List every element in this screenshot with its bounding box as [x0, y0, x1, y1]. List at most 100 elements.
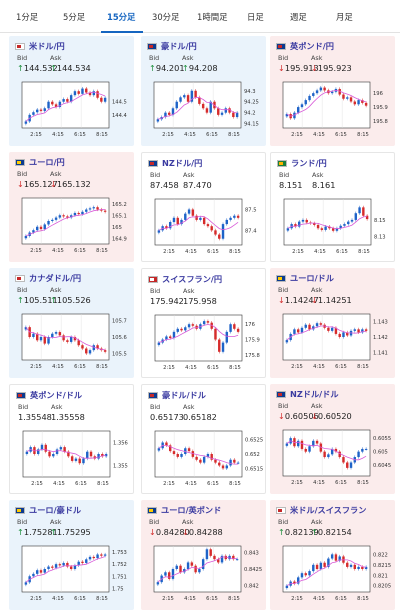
candle-body	[214, 459, 217, 463]
y-tick-label: 94.15	[244, 122, 259, 128]
candle-body	[176, 328, 179, 332]
candle-body	[184, 327, 187, 331]
ask-price: 0.65182	[183, 412, 217, 422]
candle-body	[308, 571, 311, 576]
x-tick-label: 4:15	[185, 481, 197, 487]
tab-2[interactable]: 15分足	[107, 12, 136, 22]
candle-body	[353, 101, 357, 105]
pair-name[interactable]: 豪ドル/円	[161, 41, 197, 51]
price-chart[interactable]: 0.6055 0.605 0.6045 2:15 4:15 6:15 8:15	[280, 428, 391, 488]
moving-average-line	[26, 448, 107, 459]
candle-body	[199, 217, 202, 220]
candle-body	[63, 447, 66, 452]
pair-name[interactable]: スイスフラン/円	[162, 274, 223, 284]
flag-icon	[276, 391, 286, 398]
candle-body	[69, 337, 73, 342]
price-chart[interactable]: 1.356 1.355 2:15 4:15 6:15 8:15	[20, 429, 128, 489]
candle-body	[66, 562, 69, 567]
candle-body	[186, 95, 190, 102]
candle-body	[43, 224, 46, 230]
candle-body	[221, 342, 225, 352]
price-chart[interactable]: 196 195.9 195.8 2:15 4:15 6:15 8:15	[280, 80, 388, 140]
x-tick-label: 8:15	[96, 132, 108, 138]
rate-card[interactable]: 豪ドル/円 Bid ↑94.201 Ask ↑94.208 94.3 94.25 94.2 94…	[141, 36, 266, 146]
candle-body	[342, 94, 345, 99]
price-chart[interactable]: 1.143 1.142 1.141 2:15 4:15 6:15 8:15	[280, 312, 388, 372]
pair-name[interactable]: 米ドル/スイスフラン	[290, 505, 367, 515]
tab-0[interactable]: 1分足	[16, 12, 39, 22]
bid-price: 8.151	[279, 180, 303, 190]
pair-name[interactable]: 米ドル/円	[29, 41, 65, 51]
price-chart[interactable]: 144.5 144.4 2:15 4:15 6:15 8:15	[19, 80, 128, 140]
price-chart[interactable]: 8.15 8.13 2:15 4:15 6:15 8:15	[281, 197, 389, 257]
up-arrow-icon: ↑	[17, 527, 24, 537]
rate-card[interactable]: NZドル/円 Bid 87.458 Ask 87.470 87.5 87.4 2:15 4:15…	[141, 152, 266, 262]
rate-card[interactable]: ランド/円 Bid 8.151 Ask 8.161 8.15 8.13 2:15 4:15 6:1…	[270, 152, 395, 262]
price-chart[interactable]: 0.822 0.8215 0.821 0.8205 2:15 4:15 6:15 8:15	[280, 544, 391, 604]
tab-3[interactable]: 30分足	[152, 12, 180, 22]
x-tick-label: 4:15	[313, 132, 325, 138]
rate-card[interactable]: ユーロ/ドル Bid ↓1.14247 Ask ↓1.14251 1.143 1.142 1.…	[270, 268, 395, 378]
pair-name[interactable]: カナダドル/円	[29, 273, 82, 283]
pair-name[interactable]: NZドル/ドル	[290, 389, 339, 399]
pair-name[interactable]: 豪ドル/ドル	[162, 390, 206, 400]
pair-name[interactable]: ユーロ/豪ドル	[29, 505, 82, 515]
tab-4[interactable]: 1時間足	[197, 12, 228, 22]
candle-body	[224, 108, 228, 113]
moving-average-line	[286, 440, 367, 461]
candle-body	[88, 350, 92, 354]
ask-value: ↑1.75295	[50, 527, 91, 537]
moving-average-line	[25, 556, 106, 583]
flag-emblem-icon	[149, 45, 153, 48]
x-tick-label: 6:15	[207, 481, 219, 487]
rate-card[interactable]: NZドル/ドル Bid ↓0.60506 Ask ↓0.60520 0.6055 0.605…	[270, 384, 395, 494]
price-chart[interactable]: 94.3 94.25 94.2 94.15 2:15 4:15 6:15 8:15	[151, 80, 259, 140]
candle-body	[365, 215, 369, 220]
price-chart[interactable]: 0.843 0.8425 0.842 2:15 4:15 6:15 8:15	[151, 544, 262, 604]
rate-card[interactable]: 英ポンド/円 Bid ↓195.913 Ask ↓195.923 196 195.9 195.…	[270, 36, 395, 146]
candle-body	[54, 564, 58, 568]
pair-name[interactable]: 英ポンド/ドル	[30, 390, 83, 400]
x-tick-label: 4:15	[185, 249, 197, 255]
candle-body	[229, 459, 232, 466]
rate-card[interactable]: カナダドル/円 Bid ↑105.511 Ask ↑105.526 105.7 105.6 1…	[9, 268, 134, 378]
x-tick-label: 2:15	[163, 249, 175, 255]
price-chart[interactable]: 105.7 105.6 105.5 2:15 4:15 6:15 8:15	[19, 312, 127, 372]
pair-name[interactable]: ユーロ/英ポンド	[161, 505, 222, 515]
pair-name[interactable]: ユーロ/円	[29, 157, 65, 167]
tab-5[interactable]: 日足	[247, 12, 264, 22]
pair-name[interactable]: 英ポンド/円	[290, 41, 334, 51]
price-chart[interactable]: 0.6525 0.652 0.6515 2:15 4:15 6:15 8:15	[152, 429, 263, 489]
flag-icon	[276, 507, 286, 514]
x-tick-label: 2:15	[162, 132, 174, 138]
tab-6[interactable]: 週足	[290, 12, 307, 22]
price-chart[interactable]: 176 175.9 175.8 2:15 4:15 6:15 8:15	[152, 313, 260, 373]
tab-7[interactable]: 月足	[336, 12, 353, 22]
rate-card[interactable]: 英ポンド/ドル Bid 1.35548 Ask 1.35558 1.356 1.355 2:1…	[9, 384, 134, 494]
candle-body	[190, 562, 194, 566]
rate-card[interactable]: ユーロ/英ポンド Bid ↓0.84280 Ask ↓0.84288 0.843 0.842…	[141, 500, 266, 610]
candle-body	[236, 215, 240, 218]
y-tick-label: 0.822	[373, 552, 388, 558]
rate-card[interactable]: ユーロ/円 Bid ↓165.127 Ask ↓165.132 165.2 165.1 165…	[9, 152, 134, 262]
candle-body	[304, 324, 307, 328]
price-chart[interactable]: 165.2 165.1 165 164.9 2:15 4:15 6:15 8:15	[19, 196, 127, 256]
ask-price: 175.958	[183, 296, 217, 306]
candle-body	[349, 462, 353, 468]
pair-name[interactable]: ユーロ/ドル	[290, 273, 334, 283]
price-chart[interactable]: 87.5 87.4 2:15 4:15 6:15 8:15	[152, 197, 260, 257]
ask-label: Ask	[50, 518, 62, 526]
rate-card[interactable]: スイスフラン/円 Bid 175.942 Ask 175.958 176 175.9 175.…	[141, 268, 266, 378]
candle-body	[225, 465, 229, 469]
candle-body	[232, 112, 235, 118]
rate-card[interactable]: ユーロ/豪ドル Bid ↑1.75281 Ask ↑1.75295 1.753 1.752 1…	[9, 500, 134, 610]
pair-name[interactable]: ランド/円	[291, 158, 327, 168]
pair-name[interactable]: NZドル/円	[162, 158, 203, 168]
rate-card[interactable]: 米ドル/円 Bid ↑144.532 Ask ↑144.534 144.5 144.4 2:1…	[9, 36, 134, 146]
rate-card[interactable]: 米ドル/スイスフラン Bid ↑0.82139 Ask ↑0.82154 0.822 0.8…	[270, 500, 395, 610]
rate-card[interactable]: 豪ドル/ドル Bid 0.65173 Ask 0.65182 0.6525 0.652 0.6…	[141, 384, 266, 494]
price-chart[interactable]: 1.753 1.752 1.751 1.75 2:15 4:15 6:15 8:15	[19, 544, 127, 604]
candle-body	[73, 91, 77, 96]
candle-body	[220, 112, 224, 115]
tab-1[interactable]: 5分足	[63, 12, 86, 22]
